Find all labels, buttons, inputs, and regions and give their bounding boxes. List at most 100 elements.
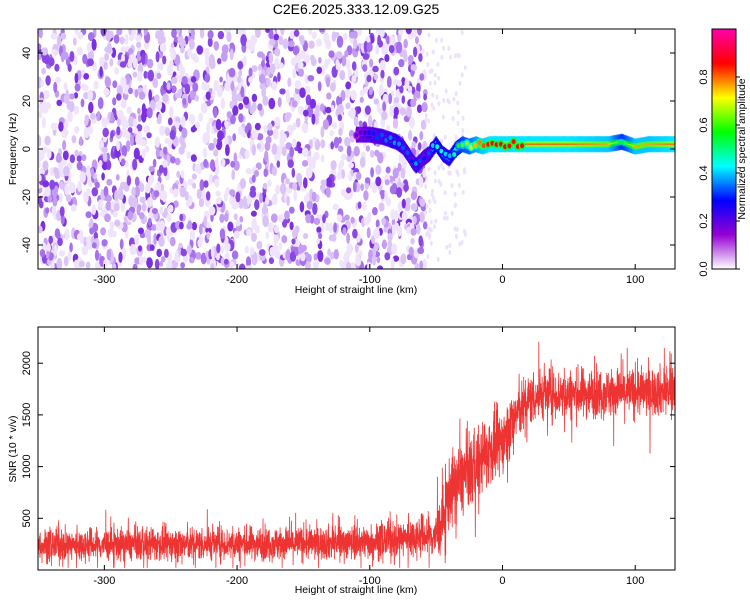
noise-cell [159,42,167,53]
noise-cell [268,29,274,40]
noise-cell [153,233,157,245]
noise-cell [243,202,249,210]
noise-cell [224,120,230,129]
noise-cell [437,75,441,81]
noise-cell [116,29,123,36]
noise-cell [439,162,443,168]
noise-cell [456,100,460,106]
noise-cell [396,187,403,198]
snr-x-ticks: -300 -200 -100 0 100 [93,327,644,587]
noise-cell [232,105,239,116]
noise-cell [190,76,197,83]
noise-cell [291,100,298,108]
noise-cell [319,29,325,33]
noise-cell [73,55,78,66]
noise-cell [289,30,296,40]
noise-cell [278,62,284,69]
noise-cell [244,125,249,134]
noise-cell [51,49,58,56]
noise-cell [424,184,428,190]
noise-cell [301,160,309,167]
noise-cell [265,196,270,205]
noise-cell [50,122,58,131]
noise-cell [456,172,460,178]
y-tick-label: 0 [21,146,33,152]
noise-cell [110,111,114,124]
noise-cell [384,179,390,186]
noise-cell [367,261,372,269]
noise-cell [359,89,365,97]
noise-cell [280,29,285,36]
noise-cell [311,191,317,202]
noise-cell [152,77,159,89]
noise-cell [301,244,307,252]
noise-cell [304,53,310,64]
noise-cell [267,122,273,131]
noise-cell [137,29,142,34]
noise-cell [205,55,211,67]
snr-y-label: SNR (10 * v/v) [7,415,19,482]
noise-cell [331,66,338,78]
noise-cell [231,250,239,260]
noise-cell [57,161,64,173]
noise-cell [320,126,325,138]
noise-cell [109,58,114,67]
noise-cell [448,250,452,256]
noise-cell [200,102,208,114]
x-tick-label: -200 [226,575,248,587]
noise-cell [350,216,355,224]
noise-cell [264,150,269,162]
noise-cell [74,83,81,92]
noise-cell [450,211,454,216]
noise-cell [316,237,320,245]
noise-cell [195,252,202,260]
noise-cell [233,95,238,108]
noise-cell [51,205,57,217]
noise-cell [372,65,379,73]
noise-cell [195,121,201,129]
noise-cell [179,38,186,48]
noise-cell [106,42,112,54]
noise-cell [387,232,393,242]
noise-cell [100,208,106,218]
noise-cell [205,91,211,100]
noise-cell [463,232,467,237]
x-tick-label: 0 [499,274,505,286]
noise-cell [179,213,184,221]
noise-cell [224,81,231,92]
noise-cell [191,173,197,180]
noise-cell [303,109,309,117]
noise-cell [274,57,280,69]
x-tick-label: -300 [93,274,115,286]
noise-cell [225,187,231,196]
noise-cell [179,221,184,230]
noise-cell [208,174,214,184]
noise-cell [296,141,302,149]
noise-cell [349,107,356,119]
ridge-blob [409,158,414,164]
colorbar-tick-label: 0.8 [698,69,710,84]
noise-cell [380,29,385,38]
noise-cell [292,138,297,148]
noise-cell [42,180,50,188]
noise-cell [186,223,193,230]
noise-cell [238,102,244,110]
noise-cell [285,249,291,261]
noise-cell [398,29,404,36]
noise-cell [97,97,104,110]
noise-cell [317,81,322,92]
noise-cell [308,160,316,170]
noise-cell [154,136,160,148]
noise-cell [41,100,48,112]
noise-cell [378,202,385,212]
noise-cell [160,183,165,192]
noise-cell [216,243,221,254]
noise-cell [156,72,162,80]
noise-cell [121,247,127,260]
noise-cell [330,168,337,176]
noise-cell [419,131,424,141]
noise-cell [62,150,69,161]
noise-cell [213,137,218,146]
noise-cell [419,73,425,81]
noise-cell [400,167,406,179]
